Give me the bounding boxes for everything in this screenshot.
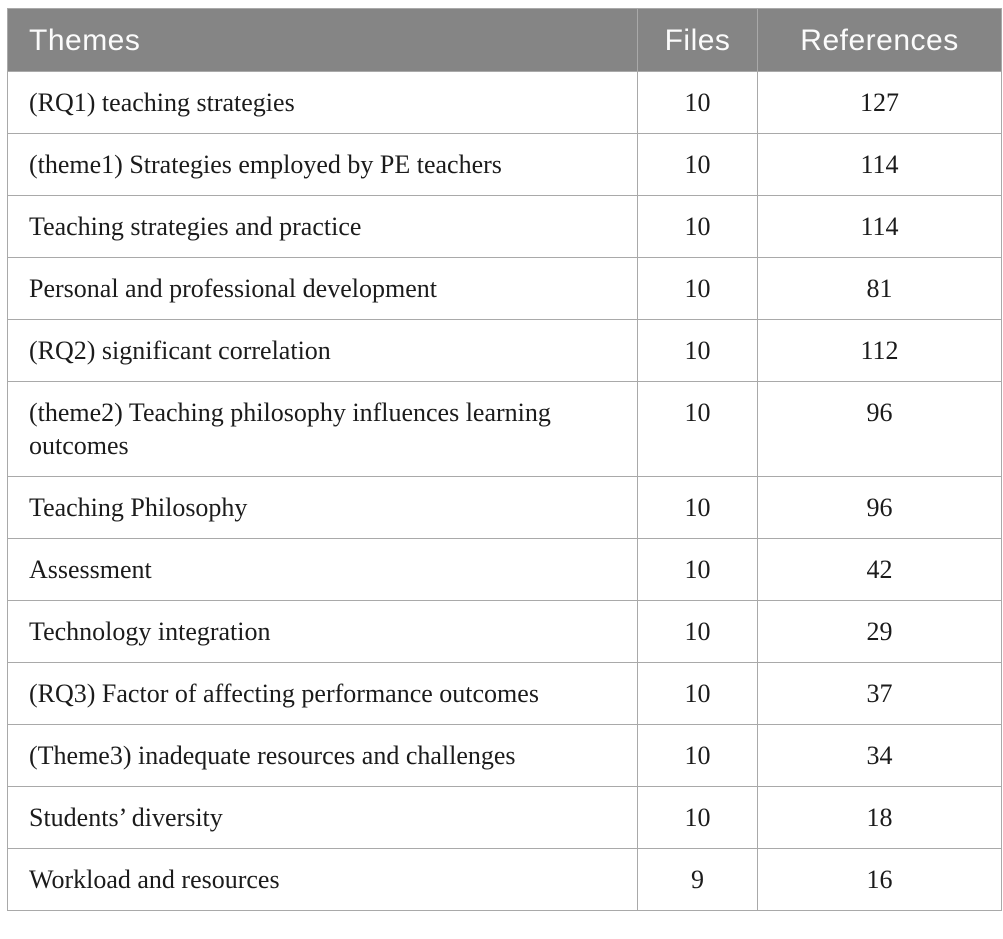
table-row: Teaching strategies and practice 10 114 — [7, 195, 1002, 258]
coding-summary-table: Themes Files References (RQ1) teaching s… — [7, 8, 1002, 911]
theme-cell: Students’ diversity — [7, 786, 638, 849]
page-content: Themes Files References (RQ1) teaching s… — [7, 8, 1002, 911]
table-row: (RQ2) significant correlation 10 112 — [7, 319, 1002, 382]
theme-cell: Workload and resources — [7, 848, 638, 911]
table-row: Personal and professional development 10 8… — [7, 257, 1002, 320]
table-row: (theme1) Strategies employed by PE teach… — [7, 133, 1002, 196]
theme-cell: Teaching Philosophy — [7, 476, 638, 539]
references-count-cell: 96 — [757, 476, 1002, 539]
table-row: (theme2) Teaching philosophy influences … — [7, 381, 1002, 477]
theme-cell: (theme1) Strategies employed by PE teach… — [7, 133, 638, 196]
files-count-cell: 10 — [637, 662, 758, 725]
theme-cell: Technology integration — [7, 600, 638, 663]
files-count-cell: 9 — [637, 848, 758, 911]
files-count-cell: 10 — [637, 786, 758, 849]
references-count-cell: 42 — [757, 538, 1002, 601]
files-count-cell: 10 — [637, 319, 758, 382]
column-header-references: References — [757, 8, 1002, 72]
table-row: Assessment 10 42 — [7, 538, 1002, 601]
table-header: Themes Files References — [7, 8, 1002, 72]
references-count-cell: 112 — [757, 319, 1002, 382]
theme-cell: (RQ3) Factor of affecting performance ou… — [7, 662, 638, 725]
table-row: Students’ diversity 10 18 — [7, 786, 1002, 849]
references-count-cell: 96 — [757, 381, 1002, 477]
table-row: Workload and resources 9 16 — [7, 848, 1002, 911]
files-count-cell: 10 — [637, 257, 758, 320]
files-count-cell: 10 — [637, 133, 758, 196]
table-row: Teaching Philosophy 10 96 — [7, 476, 1002, 539]
references-count-cell: 29 — [757, 600, 1002, 663]
files-count-cell: 10 — [637, 724, 758, 787]
theme-cell: (RQ2) significant correlation — [7, 319, 638, 382]
references-count-cell: 16 — [757, 848, 1002, 911]
references-count-cell: 114 — [757, 195, 1002, 258]
table-body: (RQ1) teaching strategies 10 127 (theme1) S… — [7, 71, 1002, 911]
references-count-cell: 34 — [757, 724, 1002, 787]
references-count-cell: 18 — [757, 786, 1002, 849]
files-count-cell: 10 — [637, 600, 758, 663]
theme-cell: (theme2) Teaching philosophy influences … — [7, 381, 638, 477]
theme-cell: Assessment — [7, 538, 638, 601]
table-row: (Theme3) inadequate resources and challe… — [7, 724, 1002, 787]
references-count-cell: 37 — [757, 662, 1002, 725]
files-count-cell: 10 — [637, 195, 758, 258]
theme-cell: (Theme3) inadequate resources and challe… — [7, 724, 638, 787]
table-row: (RQ3) Factor of affecting performance ou… — [7, 662, 1002, 725]
table-row: (RQ1) teaching strategies 10 127 — [7, 71, 1002, 134]
theme-cell: Personal and professional development — [7, 257, 638, 320]
files-count-cell: 10 — [637, 538, 758, 601]
theme-cell: (RQ1) teaching strategies — [7, 71, 638, 134]
references-count-cell: 114 — [757, 133, 1002, 196]
theme-cell: Teaching strategies and practice — [7, 195, 638, 258]
files-count-cell: 10 — [637, 476, 758, 539]
files-count-cell: 10 — [637, 71, 758, 134]
references-count-cell: 81 — [757, 257, 1002, 320]
references-count-cell: 127 — [757, 71, 1002, 134]
column-header-themes: Themes — [7, 8, 638, 72]
files-count-cell: 10 — [637, 381, 758, 477]
column-header-files: Files — [637, 8, 758, 72]
table-row: Technology integration 10 29 — [7, 600, 1002, 663]
header-row: Themes Files References — [7, 8, 1002, 72]
